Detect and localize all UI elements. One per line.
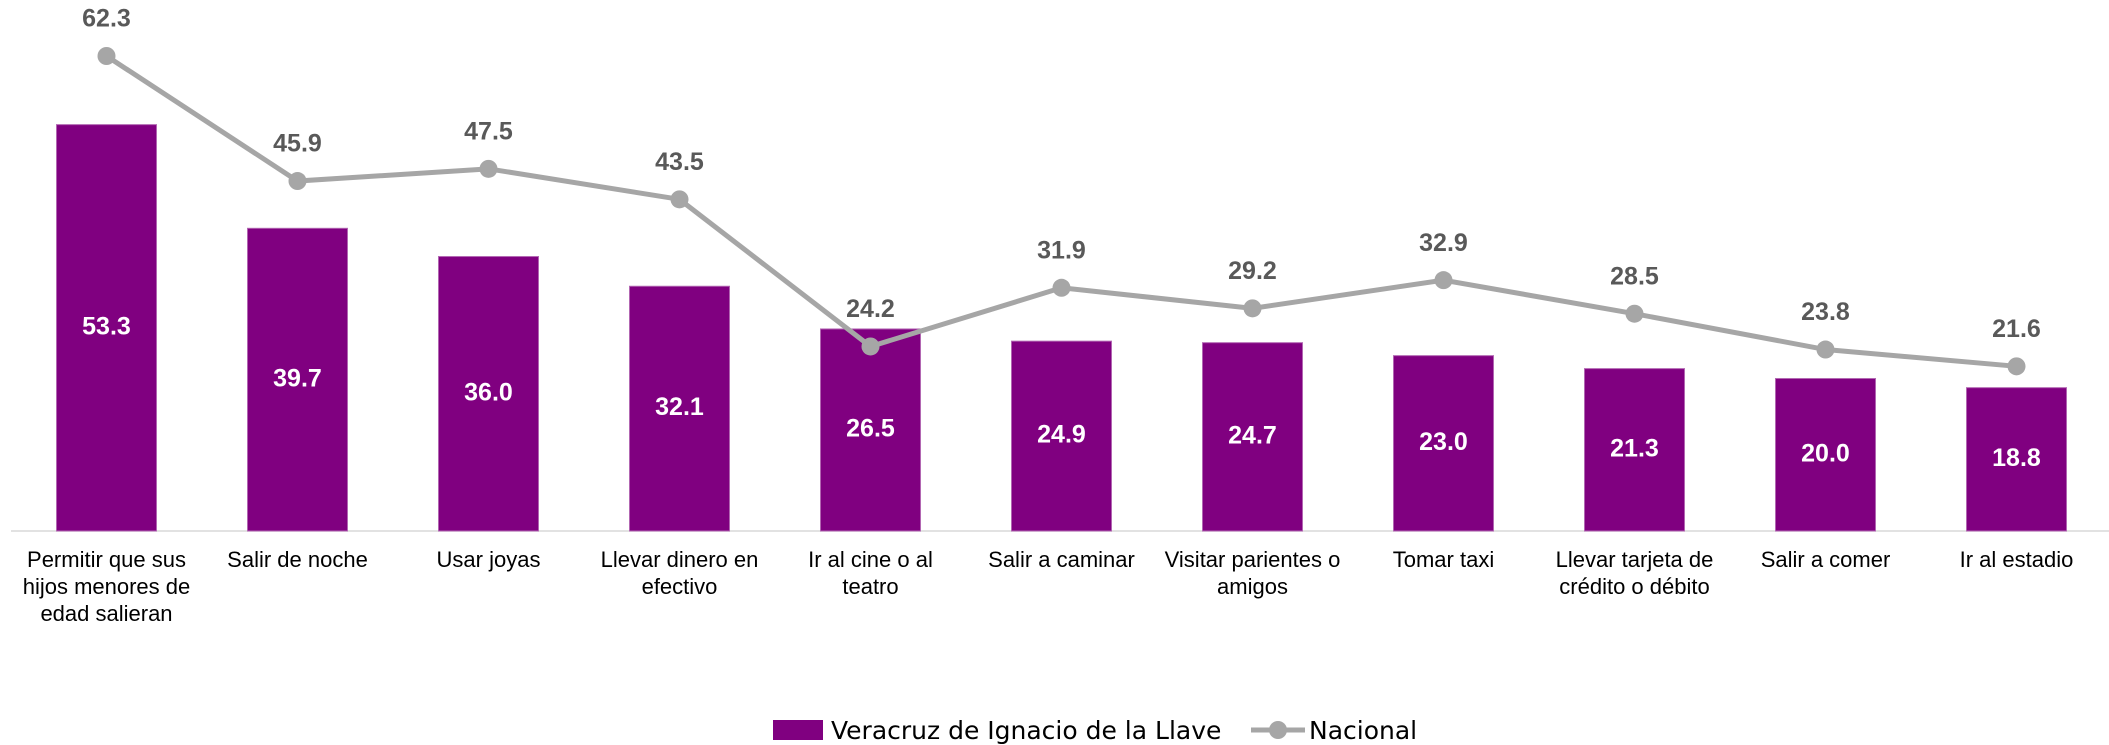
x-tick-label: Tomar taxi [1392, 547, 1495, 572]
line-value-label: 32.9 [1419, 229, 1468, 257]
bar-value-label: 36.0 [464, 378, 513, 406]
line-value-label: 24.2 [846, 295, 895, 323]
x-tick-label: Ir al estadio [1959, 547, 2074, 572]
line-value-label: 31.9 [1037, 236, 1086, 264]
line-marker [670, 190, 689, 209]
legend-label: Veracruz de Ignacio de la Llave [831, 716, 1222, 745]
line-marker [479, 159, 498, 178]
bar-value-label: 26.5 [846, 415, 895, 443]
bar-value-label: 23.0 [1419, 428, 1468, 456]
legend-label: Nacional [1309, 716, 1418, 745]
x-tick-label: Permitir que sus hijos menores de edad s… [22, 547, 191, 626]
line-marker [1434, 271, 1453, 290]
line-marker [1052, 278, 1071, 297]
line-marker [2007, 357, 2026, 376]
x-tick-label: Visitar parientes o amigos [1164, 547, 1341, 599]
line-value-label: 21.6 [1992, 315, 2041, 343]
bar-value-label: 20.0 [1801, 439, 1850, 467]
line-marker [1243, 299, 1262, 318]
bar [247, 227, 348, 532]
x-tick-label: Salir a comer [1760, 547, 1891, 572]
line-marker [1625, 304, 1644, 323]
x-tick-label: Llevar dinero en efectivo [600, 547, 759, 599]
bar [56, 124, 157, 532]
line [105, 53, 2017, 369]
line-value-label: 62.3 [82, 5, 131, 33]
bar [1775, 378, 1876, 532]
bar [1966, 387, 2067, 532]
bar-value-label: 21.3 [1610, 434, 1659, 462]
line-value-label: 28.5 [1610, 262, 1659, 290]
line-value-label: 45.9 [273, 130, 322, 158]
bar [438, 256, 539, 532]
bar [1202, 342, 1303, 532]
legend-marker [1269, 721, 1287, 739]
x-tick-label: Ir al cine o al teatro [808, 547, 933, 599]
bar-value-label: 39.7 [273, 364, 322, 392]
x-tick-label: Usar joyas [436, 547, 541, 572]
bar-value-label: 18.8 [1992, 444, 2041, 472]
line-marker [97, 47, 116, 65]
bar [1011, 340, 1112, 532]
bar-value-label: 24.7 [1228, 421, 1277, 449]
bar-value-label: 24.9 [1037, 421, 1086, 449]
line-value-label: 29.2 [1228, 257, 1277, 285]
x-tick-label: Llevar tarjeta de crédito o débito [1555, 547, 1714, 599]
bar [820, 328, 921, 532]
bar [1584, 368, 1685, 532]
line-marker [1816, 340, 1835, 359]
x-tick-label: Salir de noche [227, 547, 368, 572]
line-marker [861, 337, 880, 356]
bar [1393, 355, 1494, 532]
bar-value-label: 53.3 [82, 312, 131, 340]
line-marker [288, 172, 307, 191]
x-tick-label: Salir a caminar [988, 547, 1135, 572]
legend-swatch [773, 720, 823, 740]
line-value-label: 43.5 [655, 148, 704, 176]
line-value-label: 47.5 [464, 117, 513, 145]
line-value-label: 23.8 [1801, 298, 1850, 326]
bar [629, 285, 730, 532]
bar-value-label: 32.1 [655, 393, 704, 421]
